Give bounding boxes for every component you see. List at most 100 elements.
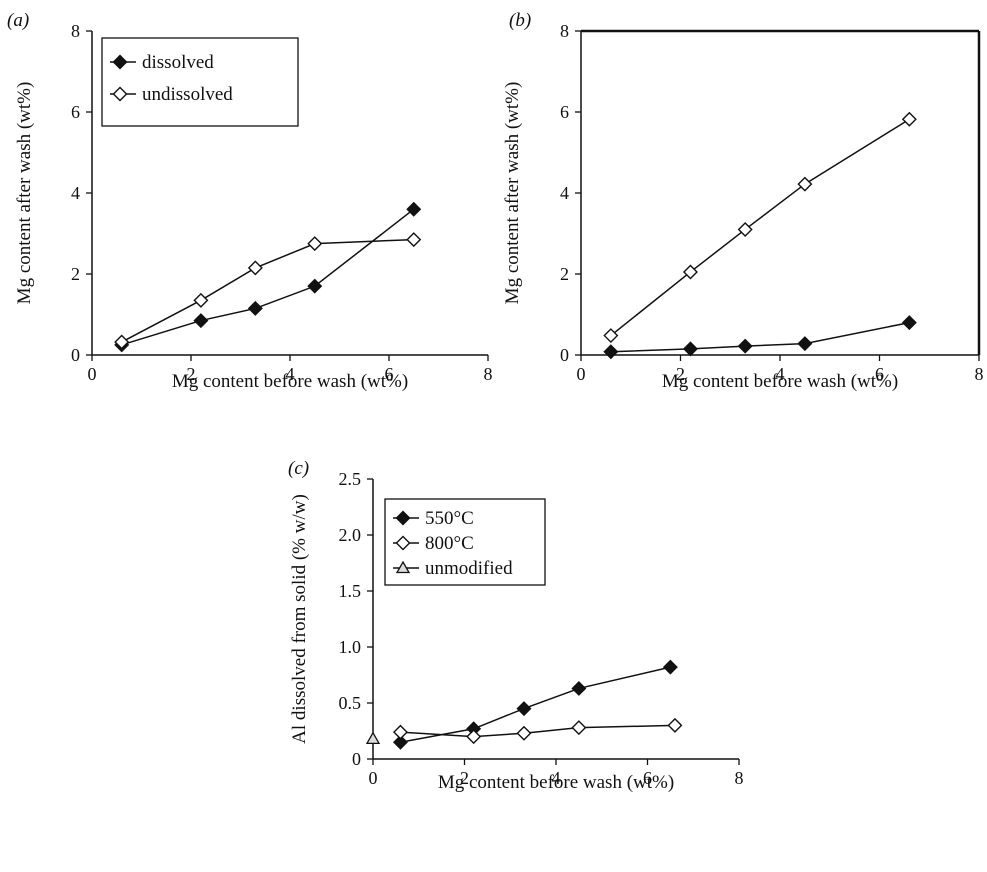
data-point	[682, 341, 698, 357]
data-point	[516, 725, 532, 741]
x-tick-label: 0	[369, 768, 378, 788]
x-tick-label: 2	[676, 364, 685, 384]
x-axis-title: Mg content before wash (wt%)	[662, 371, 898, 392]
y-tick-label: 8	[71, 21, 80, 41]
y-tick-label: 1.5	[339, 581, 362, 601]
x-tick-label: 8	[735, 768, 744, 788]
data-point	[797, 336, 813, 352]
series-line	[610, 321, 910, 353]
legend-marker	[395, 560, 411, 574]
legend-label: unmodified	[425, 558, 513, 579]
data-point	[516, 701, 532, 717]
data-point	[571, 680, 587, 696]
data-point	[114, 334, 130, 350]
x-tick-label: 6	[875, 364, 884, 384]
panel-label: (c)	[288, 458, 309, 479]
series-line	[121, 208, 415, 346]
series-dissolved	[114, 201, 422, 353]
data-point	[737, 338, 753, 354]
legend: 550°C 800°C unmodified	[384, 498, 546, 586]
data-point	[247, 300, 263, 316]
series-550-c	[392, 659, 678, 750]
series-undissolved	[114, 232, 422, 350]
data-point	[392, 724, 408, 740]
y-axis-title: Mg content after wash (wt%)	[502, 82, 523, 305]
y-tick-label: 0.5	[339, 693, 362, 713]
series-1	[603, 111, 917, 344]
x-tick-label: 8	[975, 364, 984, 384]
data-point	[392, 734, 408, 750]
series-line	[400, 666, 671, 743]
legend-marker	[112, 54, 128, 70]
legend-marker	[395, 535, 411, 551]
legend-box	[101, 37, 299, 127]
data-point	[247, 260, 263, 276]
x-tick-label: 2	[460, 768, 469, 788]
y-tick-label: 1.0	[339, 637, 362, 657]
data-point	[797, 176, 813, 192]
y-tick-label: 4	[71, 183, 80, 203]
data-point	[737, 221, 753, 237]
y-tick-label: 6	[560, 102, 569, 122]
y-tick-label: 2	[560, 264, 569, 284]
data-point	[571, 720, 587, 736]
legend-label: 550°C	[425, 508, 474, 529]
panel-label: (b)	[509, 10, 531, 31]
data-point	[307, 278, 323, 294]
y-axis-title: Mg content after wash (wt%)	[14, 82, 35, 305]
x-tick-label: 2	[187, 364, 196, 384]
data-point	[193, 313, 209, 329]
x-tick-label: 4	[286, 364, 295, 384]
y-tick-label: 2.0	[339, 525, 362, 545]
y-axis-title: Al dissolved from solid (% w/w)	[289, 494, 310, 744]
data-point	[603, 344, 619, 360]
panel-label: (a)	[7, 10, 29, 31]
y-tick-label: 0	[71, 345, 80, 365]
x-tick-label: 6	[643, 768, 652, 788]
series-unmodified	[365, 731, 381, 744]
y-tick-label: 2	[71, 264, 80, 284]
legend-label: dissolved	[142, 52, 214, 73]
x-tick-label: 0	[88, 364, 97, 384]
series-800-c	[392, 717, 683, 745]
x-tick-label: 4	[552, 768, 561, 788]
legend-label: undissolved	[142, 84, 233, 105]
legend-marker	[395, 510, 411, 526]
legend-label: 800°C	[425, 533, 474, 554]
y-tick-label: 6	[71, 102, 80, 122]
legend-box	[384, 498, 546, 586]
data-point	[406, 201, 422, 217]
data-point	[193, 292, 209, 308]
x-axis-title: Mg content before wash (wt%)	[438, 772, 674, 793]
x-tick-label: 0	[577, 364, 586, 384]
x-tick-label: 8	[484, 364, 493, 384]
data-point	[901, 111, 917, 127]
data-point	[406, 232, 422, 248]
x-tick-label: 6	[385, 364, 394, 384]
y-tick-label: 2.5	[339, 469, 362, 489]
x-tick-label: 4	[776, 364, 785, 384]
legend-marker	[112, 86, 128, 102]
y-tick-label: 8	[560, 21, 569, 41]
data-point	[603, 328, 619, 344]
chart-panel-b: 0 2 4 6 8 0 2 4 6 8 Mg content before wash (wt%) Mg…	[502, 10, 984, 392]
y-tick-label: 4	[560, 183, 569, 203]
series-line	[121, 238, 414, 343]
data-point	[466, 729, 482, 745]
x-axis-title: Mg content before wash (wt%)	[172, 371, 408, 392]
data-point	[307, 236, 323, 252]
series-line	[400, 724, 675, 738]
legend: dissolved undissolved	[101, 37, 299, 127]
y-tick-label: 0	[560, 345, 569, 365]
data-point	[901, 315, 917, 331]
data-point	[667, 717, 683, 733]
series-line	[610, 118, 910, 337]
data-point	[662, 659, 678, 675]
data-point	[365, 731, 381, 744]
series-0	[603, 315, 917, 360]
chart-panel-a: 0 2 4 6 8 0 2 4 6 8 Mg content before wash (wt%) Mg…	[7, 10, 493, 392]
data-point	[682, 264, 698, 280]
chart-panel-c: 0 2 4 6 8 0 0.5 1.0 1.5 2.0 2.5 Mg content before w…	[288, 458, 744, 793]
y-tick-label: 0	[352, 749, 361, 769]
